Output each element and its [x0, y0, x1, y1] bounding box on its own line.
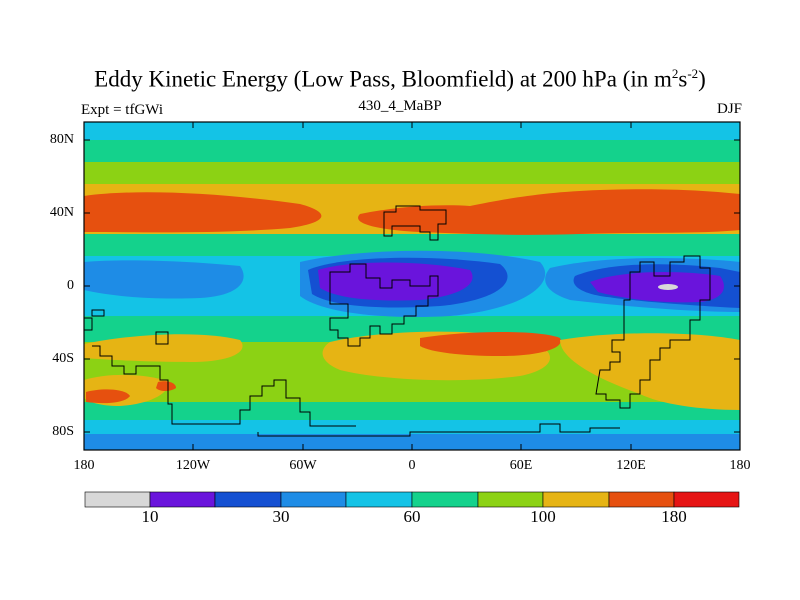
lat-label-0: 80N: [49, 132, 74, 147]
polar-band-south-1: [84, 420, 740, 436]
tropic-purple-east: [590, 272, 724, 303]
sh-yellow-west: [84, 334, 243, 362]
lon-label-5: 120E: [616, 458, 646, 473]
colorbar: [84, 491, 740, 508]
colorbar-box-0: [84, 491, 151, 508]
lon-label-2: 60W: [289, 458, 317, 473]
colorbar-box-7: [542, 491, 610, 508]
season-label: DJF: [716, 101, 742, 117]
colorbar-box-8: [608, 491, 675, 508]
coast-asia-pacific: [595, 255, 711, 409]
lat-label-3: 40S: [52, 351, 74, 366]
polar-band-south-2: [84, 434, 740, 450]
colorbar-label-2: 60: [403, 507, 421, 526]
subpolar-band-north: [84, 140, 740, 162]
storm-track-east: [358, 189, 740, 235]
chart-title: Eddy Kinetic Energy (Low Pass, Bloomfiel…: [94, 66, 706, 92]
tropic-blue-west: [84, 260, 244, 299]
lon-label-1: 120W: [175, 458, 211, 473]
colorbar-box-9: [673, 491, 740, 508]
storm-track-west: [84, 192, 322, 233]
sh-orange-southwest: [86, 389, 130, 404]
colorbar-label-0: 10: [141, 507, 159, 526]
tropic-purple-center: [318, 262, 473, 301]
experiment-label: Expt = tfGWi: [81, 102, 164, 118]
colorbar-box-3: [280, 491, 347, 508]
colorbar-box-4: [345, 491, 413, 508]
tropic-minimum: [658, 284, 678, 290]
lat-label-2: 0: [67, 278, 74, 293]
midlat-band-north: [84, 162, 740, 184]
lat-label-4: 80S: [52, 424, 74, 439]
eke-field: [84, 122, 740, 450]
colorbar-label-4: 180: [661, 507, 687, 526]
colorbar-box-1: [149, 491, 216, 508]
sh-orange-center: [420, 332, 561, 356]
coastlines: [84, 205, 711, 437]
polar-band-north: [84, 122, 740, 140]
lon-label-0: 180: [73, 458, 95, 473]
coast-americas: [84, 317, 356, 427]
lat-label-1: 40N: [49, 205, 74, 220]
lon-label-4: 60E: [509, 458, 533, 473]
colorbar-label-3: 100: [530, 507, 556, 526]
sh-orange-small: [156, 381, 176, 391]
tick-marks: [84, 122, 740, 450]
subpolar-band-south: [84, 402, 740, 422]
coast-africa: [329, 263, 439, 347]
lon-label-6: 180: [729, 458, 751, 473]
coast-europe: [383, 205, 447, 241]
colorbar-box-2: [214, 491, 282, 508]
coast-antarctica: [257, 423, 620, 437]
lon-label-3: 0: [408, 458, 416, 473]
run-label: 430_4_MaBP: [358, 98, 442, 114]
coast-islands: [91, 309, 169, 345]
colorbar-label-1: 30: [272, 507, 290, 526]
colorbar-box-6: [477, 491, 544, 508]
colorbar-box-5: [411, 491, 479, 508]
